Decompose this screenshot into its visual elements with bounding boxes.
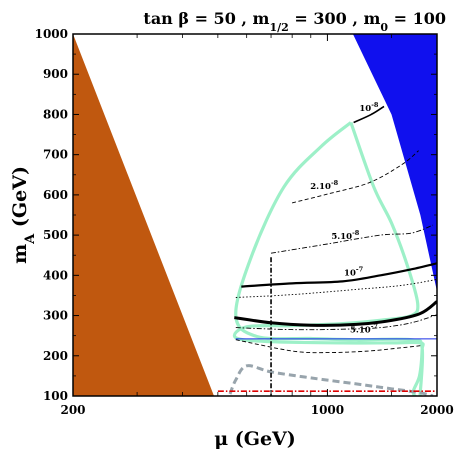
y-tick-label-200: 200 [43, 349, 68, 363]
gray-dashed-curve [228, 364, 434, 396]
contour-line-5 [235, 278, 437, 298]
y-tick-label-900: 900 [43, 67, 68, 81]
plot-content: 10-8 2.10-8 5.10-8 10-7 5.10-7 [73, 34, 437, 396]
y-tick-label-100: 100 [43, 389, 68, 403]
contour-line-4 [241, 262, 437, 288]
y-tick-label-800: 800 [43, 107, 68, 121]
y-tick-label-500: 500 [43, 228, 68, 242]
y-tick-label-400: 400 [43, 268, 68, 282]
contour-line-2 [291, 150, 419, 204]
contour-line-1 [353, 105, 385, 124]
contour-line-7 [235, 314, 437, 331]
x-tick-label-200: 200 [60, 403, 85, 417]
y-tick-label-1000: 1000 [35, 27, 68, 41]
y-axis-title: mA (GeV) [9, 166, 38, 264]
contour-label-2: 2.10-8 [310, 179, 338, 192]
contour-label-3: 5.10-8 [331, 229, 359, 242]
contour-label-1: 10-8 [359, 101, 379, 114]
x-tick-label-1000: 1000 [311, 403, 344, 417]
y-tick-label-300: 300 [43, 309, 68, 323]
y-tick-label-700: 700 [43, 148, 68, 162]
x-tick-label-2000: 2000 [420, 403, 453, 417]
y-tick-label-600: 600 [43, 188, 68, 202]
contour-line-3 [270, 224, 434, 254]
x-axis-title: μ (GeV) [214, 428, 296, 450]
chart-title: tan β = 50 , m1/2 = 300 , m0 = 100 [143, 9, 446, 34]
contour-label-7: 5.10-7 [350, 322, 378, 335]
contour-line-8 [235, 339, 421, 354]
excluded-region-left [73, 34, 215, 396]
contour-label-4: 10-7 [344, 265, 363, 278]
excluded-region-right [352, 34, 437, 292]
